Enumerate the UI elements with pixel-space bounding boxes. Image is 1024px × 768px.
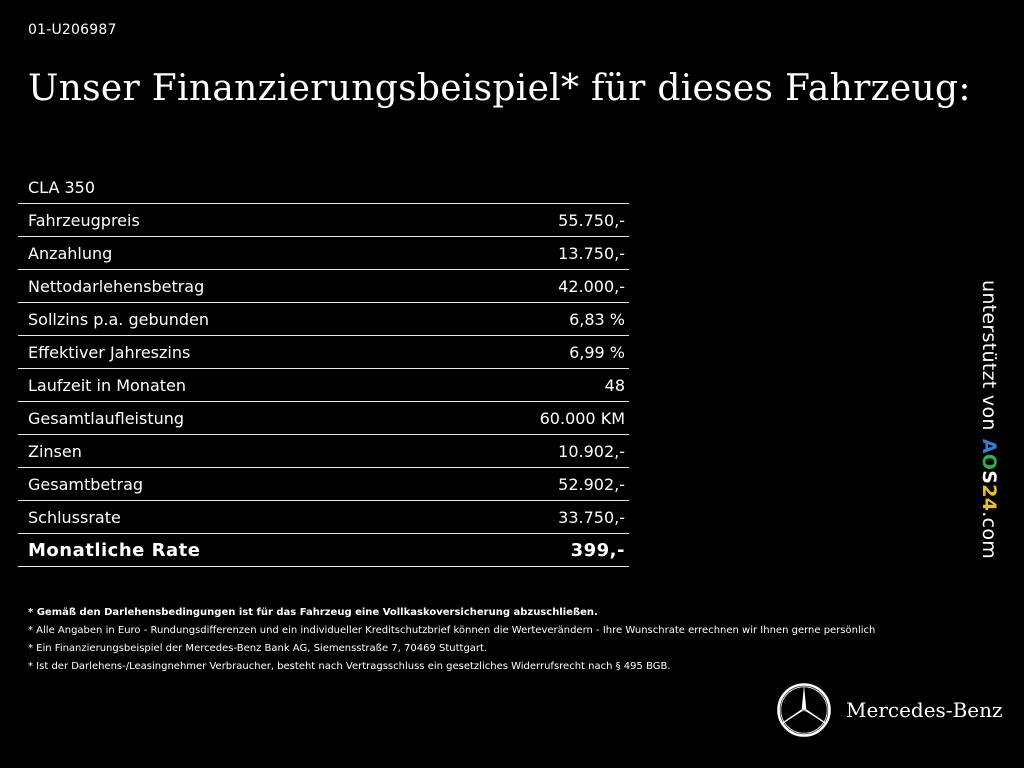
footnote-1: * Gemäß den Darlehensbedingungen ist für…	[28, 607, 598, 618]
model-row: CLA 350	[18, 171, 629, 204]
row-value: 55.750,-	[422, 203, 629, 237]
table-row-gesamtlaufleistung: Gesamtlaufleistung 60.000 KM	[18, 401, 629, 435]
mercedes-benz-logo: Mercedes-Benz	[776, 682, 1003, 738]
total-label: Monatliche Rate	[18, 533, 423, 567]
row-value: 6,83 %	[422, 302, 629, 336]
page-title: Unser Finanzierungsbeispiel* für dieses …	[28, 68, 971, 109]
row-label: Nettodarlehensbetrag	[18, 269, 423, 303]
row-label: Laufzeit in Monaten	[18, 368, 423, 402]
brand-wordmark: Mercedes-Benz	[846, 698, 1003, 722]
brand-part-o: O	[978, 453, 1000, 471]
table-row-anzahlung: Anzahlung 13.750,-	[18, 236, 629, 270]
aos24-brand: AOS24	[978, 439, 1000, 512]
reference-code: 01-U206987	[28, 22, 117, 38]
row-value: 10.902,-	[422, 434, 629, 468]
row-label: Zinsen	[18, 434, 423, 468]
table-row-monatliche-rate: Monatliche Rate 399,-	[18, 533, 629, 567]
row-label: Gesamtbetrag	[18, 467, 423, 501]
total-value: 399,-	[422, 533, 629, 567]
footnotes: * Gemäß den Darlehensbedingungen ist für…	[28, 604, 875, 676]
row-value: 33.750,-	[422, 500, 629, 534]
table-row-laufzeit: Laufzeit in Monaten 48	[18, 368, 629, 402]
table-row-effektiver-jahreszins: Effektiver Jahreszins 6,99 %	[18, 335, 629, 369]
footnote-4: * Ist der Darlehens-/Leasingnehmer Verbr…	[28, 661, 671, 672]
table-row-schlussrate: Schlussrate 33.750,-	[18, 500, 629, 534]
model-name: CLA 350	[18, 171, 629, 204]
brand-part-a: A	[978, 438, 1000, 454]
brand-part-s: S	[978, 470, 1000, 485]
credit-prefix: unterstützt von	[978, 280, 1000, 431]
row-label: Schlussrate	[18, 500, 423, 534]
table-row-nettodarlehensbetrag: Nettodarlehensbetrag 42.000,-	[18, 269, 629, 303]
row-label: Sollzins p.a. gebunden	[18, 302, 423, 336]
row-label: Gesamtlaufleistung	[18, 401, 423, 435]
row-value: 60.000 KM	[422, 401, 629, 435]
three-pointed-star-icon	[777, 683, 831, 737]
financing-table: CLA 350 Fahrzeugpreis 55.750,- Anzahlung…	[18, 171, 629, 567]
row-label: Anzahlung	[18, 236, 423, 270]
row-label: Effektiver Jahreszins	[18, 335, 423, 369]
row-value: 52.902,-	[422, 467, 629, 501]
brand-part-24: 24	[978, 484, 1000, 512]
row-value: 6,99 %	[422, 335, 629, 369]
credit-suffix: .com	[978, 511, 1000, 560]
table-row-gesamtbetrag: Gesamtbetrag 52.902,-	[18, 467, 629, 501]
footnote-2: * Alle Angaben in Euro - Rundungsdiffere…	[28, 625, 876, 636]
table-row-sollzins: Sollzins p.a. gebunden 6,83 %	[18, 302, 629, 336]
supported-by-credit: unterstützt von AOS24.com	[978, 280, 1000, 559]
row-value: 48	[422, 368, 629, 402]
row-value: 13.750,-	[422, 236, 629, 270]
table-row-fahrzeugpreis: Fahrzeugpreis 55.750,-	[18, 203, 629, 237]
table-row-zinsen: Zinsen 10.902,-	[18, 434, 629, 468]
row-label: Fahrzeugpreis	[18, 203, 423, 237]
row-value: 42.000,-	[422, 269, 629, 303]
footnote-3: * Ein Finanzierungsbeispiel der Mercedes…	[28, 643, 488, 654]
